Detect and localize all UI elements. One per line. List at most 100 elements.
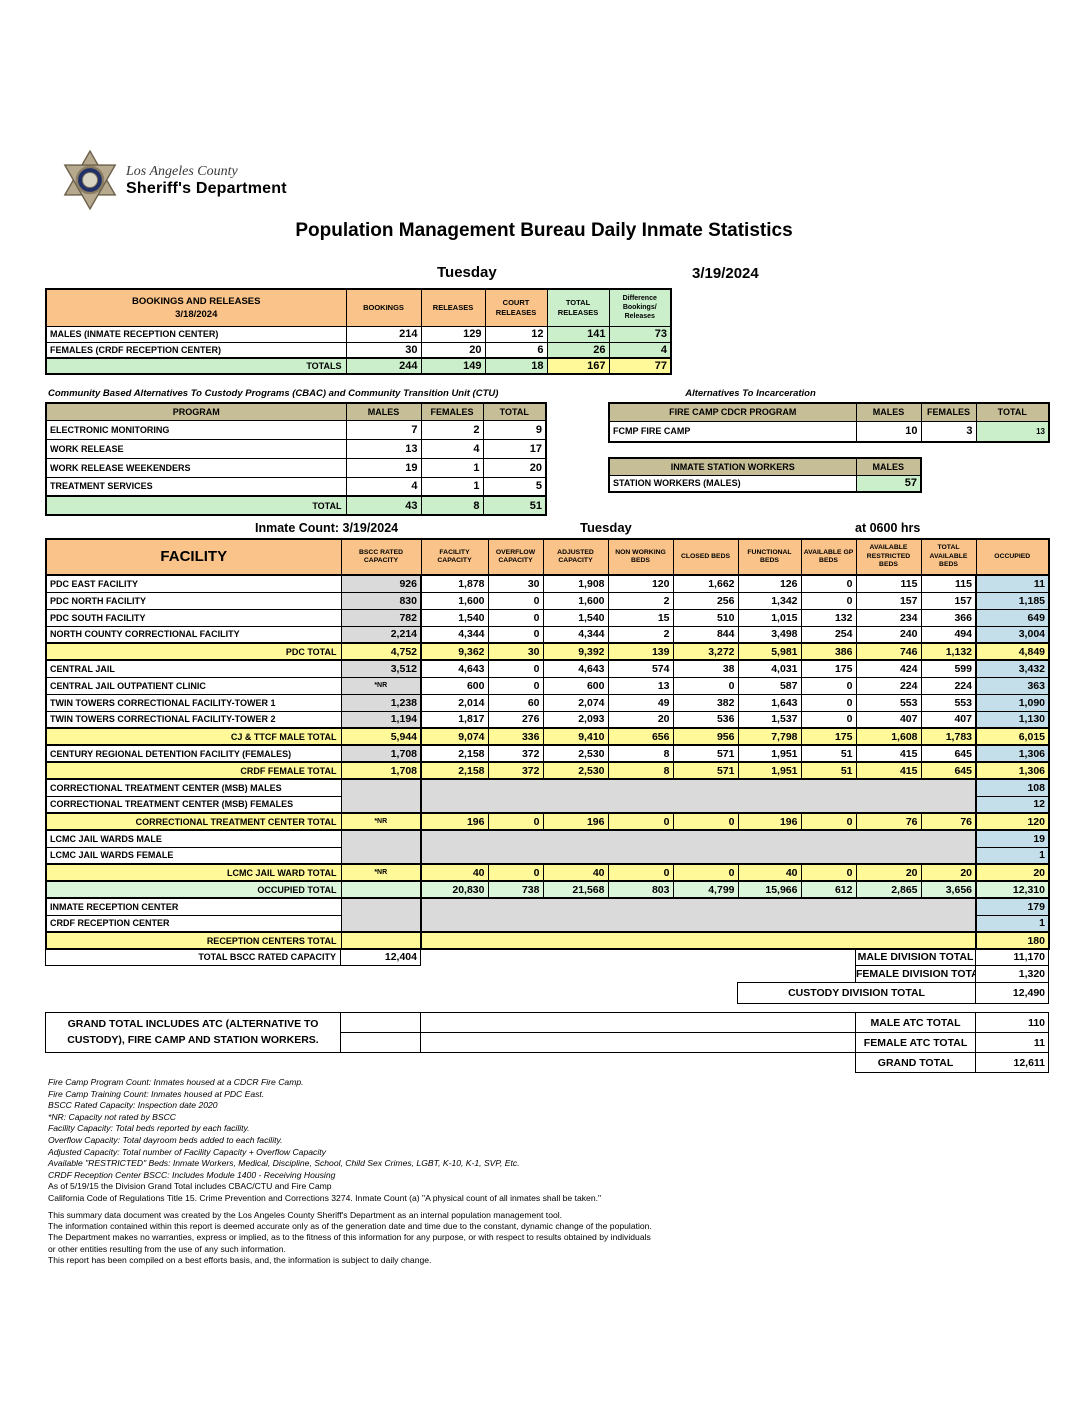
facility-cell: 120 [607,574,674,593]
col-difference: Difference Bookings/ Releases [608,288,672,327]
female-division-label: FEMALE DIVISION TOTAL [855,965,977,983]
footnote-line: BSCC Rated Capacity: Inspection date 202… [48,1100,218,1111]
facility-row: LCMC JAIL WARD TOTAL *NR 40 0 40 0 0 40 0 20 20 20 [45,863,1050,882]
facility-cell: 7,798 [737,727,802,746]
grand-total-row: GRAND TOTAL 12,611 [46,1052,1050,1073]
facility-cell: 254 [800,625,857,644]
facility-cell: 571 [672,744,739,763]
facility-cell: 1,132 [920,642,977,661]
grand-total-table: GRAND TOTAL INCLUDES ATC (ALTERNATIVE TO… [45,1012,1050,1073]
facility-cell: CORRECTIONAL TREATMENT CENTER (MSB) MALE… [45,778,342,797]
facility-cell: 11 [975,574,1050,593]
facility-cell: 4,849 [975,642,1050,661]
facility-cell: 1,908 [542,574,609,593]
disclaimer-line: This report has been compiled on a best … [48,1254,432,1265]
facility-cell: 956 [672,727,739,746]
facility-cell: 5,981 [737,642,802,661]
facility-cell: 40 [737,863,802,882]
facility-cell: 407 [855,710,922,729]
facility-cell: 600 [420,676,489,695]
facility-cell: 3,498 [737,625,802,644]
facility-cell: *NR [340,863,422,882]
facility-cell: 8 [607,744,674,763]
facility-cell [340,897,422,933]
female-division-value: 1,320 [975,965,1050,983]
cbac-cell: ELECTRONIC MONITORING [45,419,347,440]
ati-heading: Alternatives To Incarceration [685,388,816,399]
col-females: FEMALES [420,402,484,421]
cbac-cell: 17 [482,438,547,459]
facility-cell: 407 [920,710,977,729]
facility-cell: 40 [420,863,489,882]
weekday-label: Tuesday [437,264,497,281]
facility-cell: 115 [855,574,922,593]
female-division-row: FEMALE DIVISION TOTAL 1,320 [46,965,1050,983]
facility-cell: 0 [487,659,544,678]
facility-cell: 1 [975,914,1050,933]
cbac-row: WORK RELEASE WEEKENDERS 19 1 20 [45,457,547,478]
footnote-line: Adjusted Capacity: Total number of Facil… [48,1146,326,1157]
facility-cell [340,880,422,899]
logo-county-text: Los Angeles County [126,163,238,179]
facility-cell: 38 [672,659,739,678]
facility-cell: 0 [800,574,857,593]
facility-cell: 1,342 [737,591,802,610]
facility-cell: 372 [487,744,544,763]
facility-cell: 2,014 [420,693,489,712]
facility-cell: PDC EAST FACILITY [45,574,342,593]
facility-cell: 4,752 [340,642,422,661]
facility-cell: 782 [340,608,422,627]
facility-cell: 1,708 [340,744,422,763]
facility-cell: 415 [855,744,922,763]
facility-cell: 2,158 [420,761,489,780]
male-atc-row: GRAND TOTAL INCLUDES ATC (ALTERNATIVE TO… [45,1012,1050,1053]
facility-cell: 1,185 [975,591,1050,610]
cbac-totals-row: TOTAL 43 8 51 [45,495,547,516]
facility-row: CORRECTIONAL TREATMENT CENTER (MSB) MALE… [45,778,1050,814]
facility-cell: TWIN TOWERS CORRECTIONAL FACILITY-TOWER … [45,710,342,729]
facility-cell: 386 [800,642,857,661]
facility-cell: 126 [737,574,802,593]
facility-cell: 196 [542,812,609,831]
facility-cell: CORRECTIONAL TREATMENT CENTER TOTAL [45,812,342,831]
facility-cell: 830 [340,591,422,610]
facility-cell: 510 [672,608,739,627]
facility-cell: 175 [800,659,857,678]
male-atc-label: MALE ATC TOTAL [855,1012,977,1033]
facility-cell: 1,708 [340,761,422,780]
facility-cell: 1,540 [542,608,609,627]
facility-cell: 276 [487,710,544,729]
cbac-cell: 13 [345,438,422,459]
custody-division-row: CUSTODY DIVISION TOTAL 12,490 [46,982,1050,1004]
footnotes: Fire Camp Program Count: Inmates housed … [48,1077,601,1205]
facility-cell: 20 [975,863,1050,882]
male-division-label: MALE DIVISION TOTAL [855,948,977,966]
facility-cell: 20 [920,863,977,882]
facility-row: TWIN TOWERS CORRECTIONAL FACILITY-TOWER … [45,693,1050,712]
bookings-title: BOOKINGS AND RELEASES 3/18/2024 [45,288,347,327]
footnote-line: Fire Camp Program Count: Inmates housed … [48,1077,304,1087]
cbac-cell: WORK RELEASE [45,438,347,459]
facility-cell: 574 [607,659,674,678]
facility-cell: 1,783 [920,727,977,746]
disclaimer-line: The information contained within this re… [48,1221,652,1232]
facility-row: OCCUPIED TOTAL 20,830 738 21,568 803 4,799 15,… [45,880,1050,899]
facility-cell: 240 [855,625,922,644]
facility-row: NORTH COUNTY CORRECTIONAL FACILITY 2,214 4… [45,625,1050,644]
facility-cell [420,897,977,933]
disclaimer-line: The Department makes no warranties, expr… [48,1232,651,1243]
facility-cell: 0 [672,676,739,695]
facility-cell: 2 [607,591,674,610]
facility-row: INMATE RECEPTION CENTER 179 [45,897,1050,933]
facility-cell: 40 [542,863,609,882]
facility-cell: 12,310 [975,880,1050,899]
facility-cell: 8 [607,761,674,780]
facility-row: PDC SOUTH FACILITY 782 1,540 0 1,540 15 510 1,0… [45,608,1050,627]
facility-cell: 1,090 [975,693,1050,712]
bookings-row-males: MALES (INMATE RECEPTION CENTER) 214 129 … [45,325,672,343]
fire-camp-table: FIRE CAMP CDCR PROGRAM MALES FEMALES TOT… [608,402,1050,443]
cbac-cell: 2 [420,419,484,440]
facility-cell: 3,656 [920,880,977,899]
facility-cell: 1,600 [542,591,609,610]
facility-cell: 224 [920,676,977,695]
